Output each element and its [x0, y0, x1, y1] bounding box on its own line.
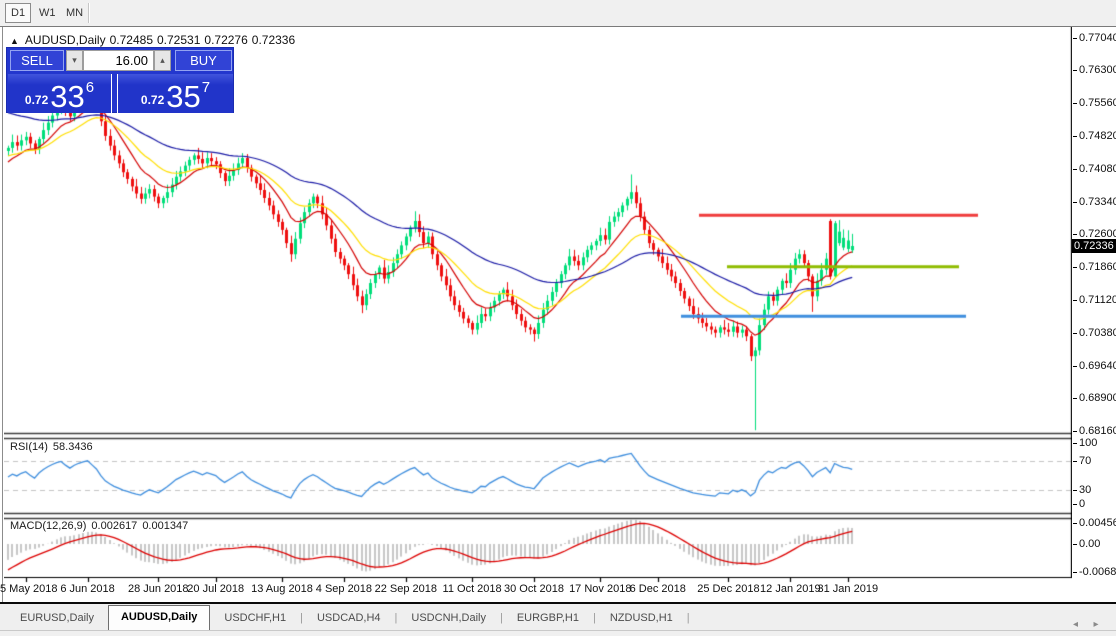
sell-button[interactable]: SELL	[10, 50, 64, 71]
volume-increase-button[interactable]: ▴	[154, 50, 171, 71]
price-axis-label: 0.73340	[1072, 196, 1116, 208]
tab-usdcad-h4[interactable]: USDCAD,H4	[316, 612, 381, 624]
date-axis-label: 6 Jun 2018	[60, 583, 115, 595]
buy-price-base: 0.72	[140, 93, 165, 107]
date-axis-label: 4 Sep 2018	[315, 583, 373, 595]
date-axis-label: 12 Jan 2019	[760, 583, 821, 595]
tab-separator: |	[592, 612, 596, 624]
ohlc-open: 0.72485	[109, 33, 153, 47]
chart-tab-bar: EURUSD,Daily AUDUSD,Daily USDCHF,H1 | USDCAD…	[0, 602, 1116, 630]
tab-eurusd-daily[interactable]: EURUSD,Daily	[20, 612, 94, 624]
date-axis-label: 22 Sep 2018	[374, 583, 437, 595]
timeframe-w1-button[interactable]: W1	[33, 3, 59, 23]
chart-title-bar: ▲ AUDUSD,Daily 0.72485 0.72531 0.72276 0.7233…	[10, 33, 299, 47]
tab-scroll-left-icon[interactable]: ◂	[1073, 619, 1079, 630]
tab-separator: |	[499, 612, 503, 624]
macd-axis-label: 0.004561	[1072, 517, 1116, 529]
buy-price-display[interactable]: 0.72 35 7	[117, 74, 233, 113]
date-axis-label: 13 Aug 2018	[251, 583, 313, 595]
sell-price-pip: 6	[85, 79, 95, 96]
tab-audusd-daily[interactable]: AUDUSD,Daily	[107, 605, 211, 630]
price-chart-canvas[interactable]	[4, 27, 1072, 602]
price-axis-label: 0.72600	[1072, 228, 1116, 240]
date-axis-label: 25 Dec 2018	[697, 583, 760, 595]
buy-button[interactable]: BUY	[175, 50, 232, 71]
ohlc-high: 0.72531	[157, 33, 201, 47]
timeframe-d1-button[interactable]: D1	[5, 3, 31, 23]
tab-nzdusd-h1[interactable]: NZDUSD,H1	[609, 612, 673, 624]
macd-indicator-label: MACD(12,26,9) 0.002617 0.001347	[10, 520, 193, 532]
tab-separator: |	[686, 612, 690, 624]
one-click-trading-panel: SELL ▾ ▴ BUY 0.72 33 6 0.72 35 7	[6, 47, 234, 113]
tab-scroller: ◂ ▸	[1068, 614, 1104, 632]
date-axis-label: 6 Dec 2018	[629, 583, 686, 595]
macd-title: MACD(12,26,9)	[10, 520, 87, 532]
date-axis-label: 17 Nov 2018	[569, 583, 632, 595]
window-frame	[2, 27, 4, 602]
rsi-axis-label: 100	[1072, 437, 1116, 449]
tab-separator: |	[394, 612, 398, 624]
rsi-axis-label: 30	[1072, 484, 1116, 496]
macd-axis-label: 0.00	[1072, 538, 1116, 550]
date-axis-label: 20 Jul 2018	[187, 583, 245, 595]
price-axis-label: 0.69640	[1072, 360, 1116, 372]
toolbar-separator	[88, 3, 90, 23]
ohlc-close: 0.72336	[251, 33, 296, 47]
rsi-indicator-label: RSI(14) 58.3436	[10, 441, 98, 453]
timeframe-mn-button[interactable]: MN	[60, 3, 86, 23]
tab-separator: |	[300, 612, 303, 624]
status-strip	[0, 630, 1116, 636]
rsi-axis-label: 0	[1072, 498, 1116, 510]
trade-controls-row: SELL ▾ ▴ BUY	[7, 48, 233, 73]
price-axis-label: 0.74080	[1072, 163, 1116, 175]
rsi-title: RSI(14)	[10, 441, 48, 453]
rsi-axis-label: 70	[1072, 455, 1116, 467]
sell-price-base: 0.72	[24, 93, 49, 107]
volume-decrease-button[interactable]: ▾	[66, 50, 83, 71]
macd-main-value: 0.002617	[91, 520, 138, 532]
tab-scroll-right-icon[interactable]: ▸	[1093, 619, 1099, 630]
price-axis-label: 0.71860	[1072, 261, 1116, 273]
price-axis-label: 0.77040	[1072, 32, 1116, 44]
price-axis-label: 0.68160	[1072, 425, 1116, 437]
chart-window: ▲ AUDUSD,Daily 0.72485 0.72531 0.72276 0.7233…	[0, 27, 1116, 602]
price-axis-label: 0.76300	[1072, 64, 1116, 76]
timeframe-toolbar: D1 W1 MN	[0, 0, 1116, 27]
chart-symbol: AUDUSD,Daily	[24, 33, 106, 47]
tab-eurgbp-h1[interactable]: EURGBP,H1	[516, 612, 579, 624]
date-axis-label: 11 Oct 2018	[442, 583, 502, 595]
price-axis: 0.77040 0.76300 0.75560 0.74820 0.74080 0.733…	[1072, 27, 1116, 602]
tab-usdcnh-daily[interactable]: USDCNH,Daily	[411, 612, 486, 624]
ohlc-low: 0.72276	[204, 33, 248, 47]
current-price-tag: 0.72336	[1072, 239, 1116, 253]
volume-input[interactable]	[83, 50, 154, 71]
tab-usdchf-h1[interactable]: USDCHF,H1	[224, 612, 287, 624]
date-axis-label: 15 May 2018	[0, 583, 58, 595]
sell-price-big: 33	[50, 78, 85, 114]
date-axis-label: 31 Jan 2019	[817, 583, 879, 595]
macd-axis-label: -0.006819	[1072, 566, 1116, 578]
price-axis-label: 0.74820	[1072, 130, 1116, 142]
rsi-value: 58.3436	[52, 441, 93, 453]
tabs: EURUSD,Daily AUDUSD,Daily USDCHF,H1 | USDCAD…	[6, 605, 690, 630]
date-axis-label: 28 Jun 2018	[127, 583, 189, 595]
price-axis-label: 0.70380	[1072, 327, 1116, 339]
buy-price-big: 35	[166, 78, 201, 114]
price-axis-label: 0.75560	[1072, 97, 1116, 109]
date-axis-label: 30 Oct 2018	[504, 583, 564, 595]
sell-price-display[interactable]: 0.72 33 6	[8, 74, 112, 113]
buy-price-pip: 7	[201, 79, 211, 96]
price-axis-label: 0.71120	[1072, 294, 1116, 306]
collapse-panel-icon[interactable]: ▲	[10, 36, 19, 46]
macd-signal-value: 0.001347	[142, 520, 189, 532]
price-axis-label: 0.68900	[1072, 392, 1116, 404]
